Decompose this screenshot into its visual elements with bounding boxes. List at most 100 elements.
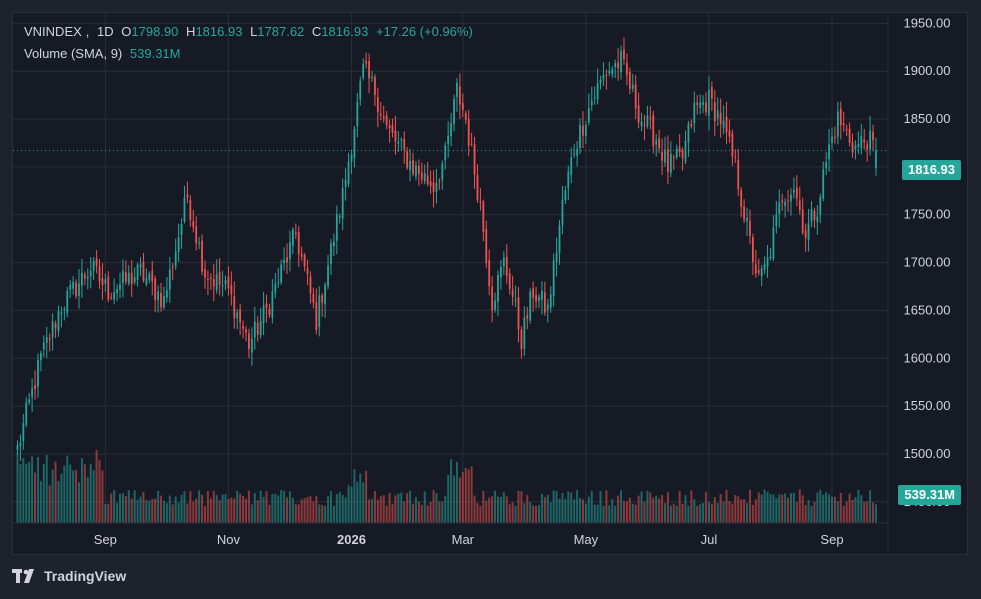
- volume-bar: [655, 495, 658, 523]
- candle-body: [713, 102, 716, 122]
- candle-body: [819, 196, 822, 215]
- volume-bar: [350, 486, 353, 523]
- volume-bar: [388, 492, 391, 523]
- volume-bar: [148, 500, 151, 523]
- volume-label[interactable]: Volume (SMA, 9): [24, 46, 123, 61]
- candle-body: [321, 295, 324, 303]
- volume-bar: [822, 494, 825, 523]
- volume-bar: [31, 456, 34, 523]
- candle-body: [403, 138, 406, 150]
- candle-body: [719, 113, 722, 125]
- volume-bar: [819, 489, 822, 523]
- candle-body: [772, 227, 775, 259]
- candle-body: [482, 201, 485, 232]
- candle-body: [60, 312, 63, 315]
- volume-bar: [643, 501, 646, 523]
- candle-body: [461, 103, 464, 111]
- tradingview-brand[interactable]: TradingView: [12, 568, 126, 584]
- candle-body: [743, 206, 746, 220]
- candle-body: [385, 115, 388, 125]
- candle-body: [341, 188, 344, 219]
- volume-bar: [617, 495, 620, 523]
- volume-bar: [124, 496, 127, 523]
- volume-bar: [874, 504, 877, 523]
- volume-bar: [558, 498, 561, 523]
- volume-bar: [171, 504, 174, 523]
- candle-body: [643, 125, 646, 127]
- volume-bar: [675, 505, 678, 523]
- candle-body: [289, 241, 291, 260]
- volume-bar: [154, 498, 157, 523]
- volume-bar: [696, 505, 699, 523]
- volume-bar: [329, 491, 332, 523]
- chart-svg[interactable]: 1950.001900.001850.001800.001750.001700.…: [13, 13, 969, 556]
- volume-bar: [602, 505, 605, 523]
- candle-body: [224, 280, 227, 284]
- volume-bar: [80, 457, 83, 523]
- volume-bar: [634, 504, 637, 523]
- interval[interactable]: 1D: [97, 24, 114, 39]
- candle-body: [631, 84, 634, 89]
- volume-bar: [72, 470, 75, 523]
- candle-body: [297, 231, 300, 254]
- candle-body: [207, 278, 209, 280]
- volume-bar: [781, 494, 784, 523]
- candle-body: [75, 282, 77, 297]
- candle-body: [710, 87, 713, 99]
- volume-bar: [347, 485, 350, 523]
- candle-body: [324, 284, 327, 305]
- volume-bar: [268, 504, 271, 523]
- candle-body: [444, 145, 447, 161]
- volume-bar: [239, 493, 242, 523]
- ohlc-legend: VNINDEX, 1D O1798.90 H1816.93 L1787.62 C…: [24, 24, 473, 39]
- volume-bar: [157, 490, 160, 523]
- volume-bar: [382, 495, 385, 523]
- candle-body: [37, 360, 39, 387]
- volume-bar: [309, 496, 312, 523]
- volume-bar: [245, 498, 248, 523]
- candle-body: [72, 281, 75, 289]
- volume-bar: [716, 502, 719, 523]
- volume-bar: [183, 491, 186, 523]
- candle-body: [664, 149, 666, 163]
- volume-bar: [705, 491, 708, 523]
- volume-bar: [277, 495, 280, 523]
- volume-bar: [344, 497, 347, 523]
- volume-bar: [438, 501, 441, 523]
- candle-body: [338, 216, 341, 218]
- candle-body: [435, 183, 438, 192]
- time-tick-label: 2026: [337, 532, 366, 547]
- candle-body: [365, 60, 368, 64]
- volume-bar: [740, 499, 743, 523]
- volume-bar: [426, 505, 429, 523]
- candle-body: [154, 278, 157, 300]
- volume-bar: [713, 497, 716, 523]
- candle-body: [699, 102, 702, 108]
- volume-bar: [186, 503, 189, 523]
- volume-bar: [663, 503, 666, 523]
- volume-bar: [743, 499, 746, 523]
- volume-bar: [640, 491, 643, 523]
- volume-bar: [356, 481, 359, 523]
- volume-bar: [467, 469, 470, 523]
- candle-body: [652, 115, 655, 146]
- symbol-name[interactable]: VNINDEX: [24, 24, 82, 39]
- volume-bar: [432, 490, 435, 523]
- candle-body: [532, 288, 535, 299]
- volume-bar: [845, 501, 848, 523]
- volume-bar: [127, 490, 130, 523]
- volume-bar: [608, 505, 611, 523]
- volume-bar: [828, 494, 831, 523]
- volume-bar: [36, 456, 39, 523]
- volume-bar: [496, 496, 499, 523]
- volume-bar: [514, 505, 517, 523]
- candle-body: [98, 266, 101, 282]
- volume-bar: [766, 491, 769, 523]
- volume-bar: [637, 495, 640, 523]
- volume-bar: [763, 489, 766, 523]
- volume-bar: [142, 492, 145, 523]
- candle-body: [872, 131, 874, 141]
- volume-bar: [722, 501, 725, 523]
- volume-bar: [798, 489, 801, 523]
- candle-body: [379, 113, 382, 116]
